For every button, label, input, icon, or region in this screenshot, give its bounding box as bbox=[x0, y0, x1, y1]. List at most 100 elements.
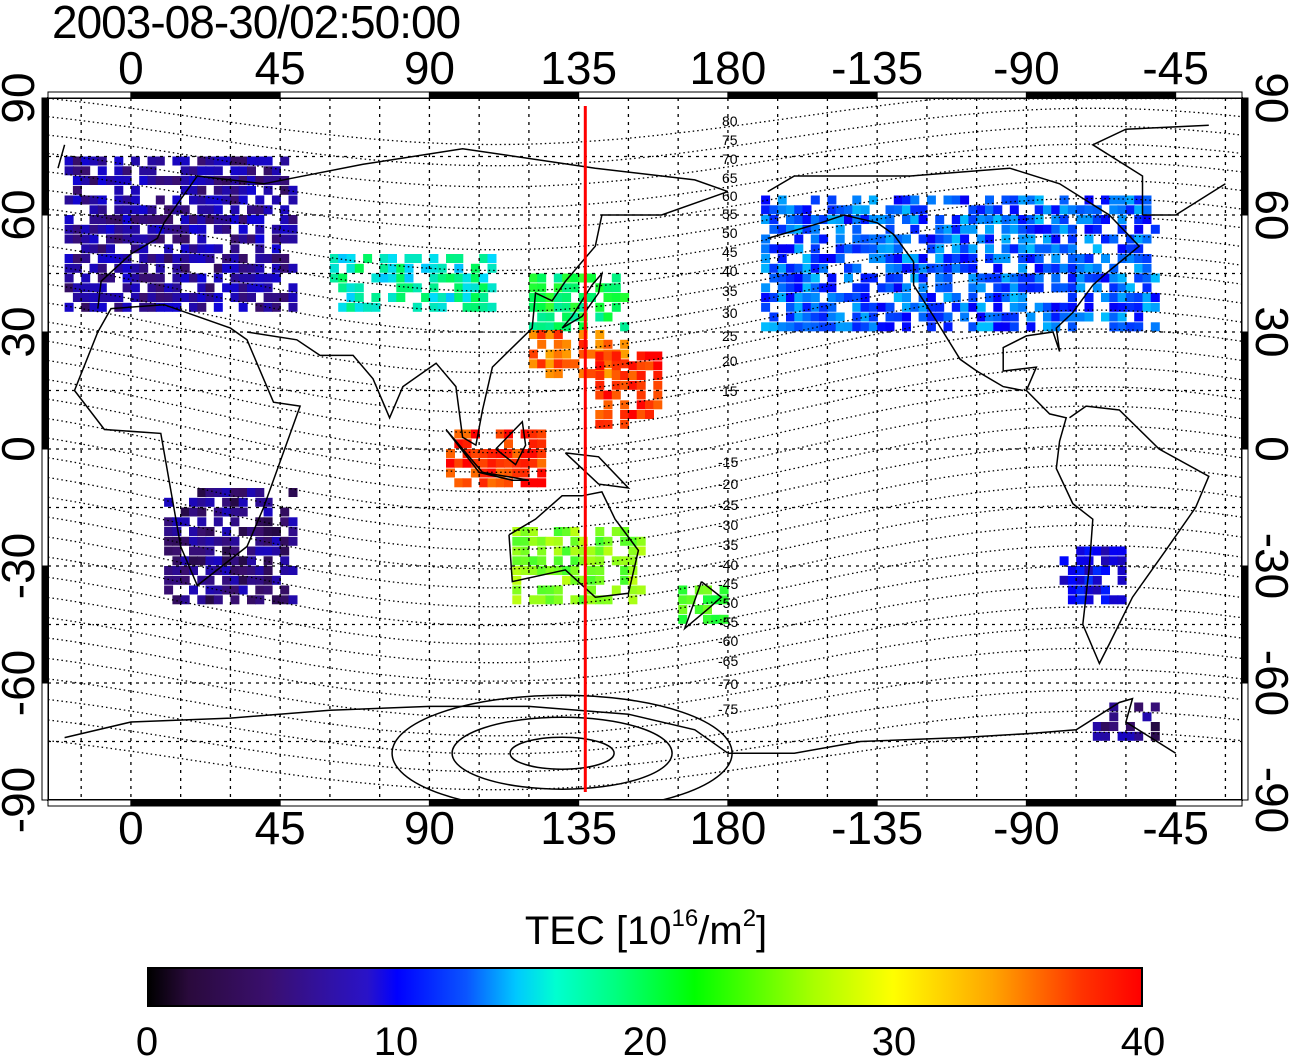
tec-cell bbox=[230, 156, 240, 166]
tec-cell bbox=[238, 166, 248, 176]
tec-cell bbox=[263, 536, 273, 546]
tec-cell bbox=[238, 497, 248, 507]
tec-cell bbox=[230, 585, 240, 595]
tec-cell bbox=[844, 273, 853, 283]
tec-cell bbox=[578, 273, 588, 283]
tec-cell bbox=[620, 536, 630, 546]
tec-cell bbox=[587, 349, 596, 359]
tec-cell bbox=[653, 351, 663, 361]
tec-cell bbox=[189, 166, 198, 176]
tec-cell bbox=[164, 527, 174, 536]
tec-cell bbox=[213, 585, 223, 595]
tec-cell bbox=[172, 273, 182, 283]
tec-cell bbox=[189, 224, 198, 234]
tec-cell bbox=[189, 273, 198, 283]
tec-cell bbox=[172, 283, 182, 293]
tec-cell bbox=[860, 205, 870, 215]
tec-cell bbox=[810, 312, 820, 322]
tec-cell bbox=[1134, 263, 1144, 273]
right-axis-tick: -30 bbox=[1246, 533, 1292, 599]
tec-cell bbox=[189, 293, 198, 302]
contour-label: -40 bbox=[718, 557, 738, 573]
tec-cell bbox=[578, 312, 588, 322]
tec-cell bbox=[761, 322, 771, 332]
tec-cell bbox=[180, 263, 190, 273]
tec-cell bbox=[810, 244, 820, 254]
tec-cell bbox=[976, 273, 986, 283]
tec-cell bbox=[1076, 312, 1086, 322]
tec-cell bbox=[180, 166, 190, 176]
tec-cell bbox=[827, 322, 837, 332]
tec-cell bbox=[611, 527, 621, 536]
axis-tick-labels: 0 45 90 135 180 -135 -90 -450 45 90 135 180 -135 -90-… bbox=[0, 42, 1292, 854]
tec-cell bbox=[595, 546, 605, 556]
tec-cell bbox=[271, 176, 281, 185]
tec-cell bbox=[868, 302, 878, 312]
tec-cell bbox=[603, 419, 613, 429]
tec-cell bbox=[247, 488, 256, 497]
tec-cell bbox=[346, 283, 356, 293]
tec-cell bbox=[620, 359, 630, 369]
tec-cell bbox=[1117, 312, 1127, 322]
tec-cell bbox=[844, 205, 853, 215]
tec-cell bbox=[926, 293, 936, 302]
tec-cell bbox=[1142, 283, 1152, 293]
tec-cell bbox=[794, 273, 804, 283]
top-axis-tick: -90 bbox=[993, 42, 1059, 94]
tec-cell bbox=[1059, 195, 1069, 205]
tec-cell bbox=[603, 312, 613, 322]
tec-cell bbox=[1018, 302, 1028, 312]
tec-cell bbox=[611, 585, 621, 595]
tec-cell bbox=[404, 263, 414, 273]
tec-cell bbox=[951, 302, 961, 312]
tec-cell bbox=[1092, 263, 1102, 273]
tec-cell bbox=[794, 215, 804, 224]
tec-cell bbox=[97, 302, 107, 312]
tec-cell bbox=[197, 517, 207, 527]
tec-cell bbox=[1067, 322, 1077, 332]
tec-cell bbox=[1026, 195, 1036, 205]
tec-cell bbox=[1134, 254, 1144, 263]
tec-cell bbox=[288, 536, 298, 546]
tec-cell bbox=[1101, 566, 1110, 575]
tec-cell bbox=[1125, 722, 1135, 731]
tec-cell bbox=[1026, 322, 1036, 332]
tec-cell bbox=[1101, 556, 1110, 566]
tec-cell bbox=[238, 273, 248, 283]
tec-cell bbox=[1084, 273, 1094, 283]
tec-cell bbox=[562, 293, 572, 302]
tec-cell bbox=[164, 536, 174, 546]
tec-cell bbox=[247, 527, 256, 536]
tec-cell bbox=[918, 273, 928, 283]
tec-cell bbox=[222, 185, 232, 195]
left-axis-tick: 90 bbox=[0, 72, 44, 123]
tec-cell bbox=[247, 185, 256, 195]
tec-cell bbox=[528, 322, 538, 332]
tec-cell bbox=[147, 215, 157, 224]
tec-cell bbox=[197, 497, 207, 507]
tec-cell bbox=[255, 575, 265, 585]
tec-cell bbox=[172, 205, 182, 215]
tec-cell bbox=[786, 283, 795, 293]
tec-cell bbox=[786, 293, 795, 302]
tec-cell bbox=[537, 283, 547, 293]
tec-cell bbox=[155, 156, 165, 166]
tec-cell bbox=[537, 302, 547, 312]
tec-cell bbox=[1043, 263, 1052, 273]
tec-cell bbox=[106, 244, 115, 254]
tec-cell bbox=[960, 215, 970, 224]
tec-cell bbox=[645, 351, 654, 361]
tec-cell bbox=[537, 339, 547, 349]
tec-cell bbox=[106, 273, 115, 283]
tec-cell bbox=[719, 585, 729, 595]
tec-cell bbox=[72, 156, 82, 166]
tec-cell bbox=[993, 312, 1003, 322]
tec-cell bbox=[338, 254, 348, 263]
bottom-axis-tick: 180 bbox=[690, 802, 767, 854]
tec-cell bbox=[570, 595, 580, 605]
tec-cell bbox=[1092, 731, 1102, 741]
tec-cell bbox=[213, 176, 223, 185]
tec-cell bbox=[1026, 215, 1036, 224]
tec-cell bbox=[1134, 731, 1144, 741]
tec-cell bbox=[504, 439, 513, 449]
